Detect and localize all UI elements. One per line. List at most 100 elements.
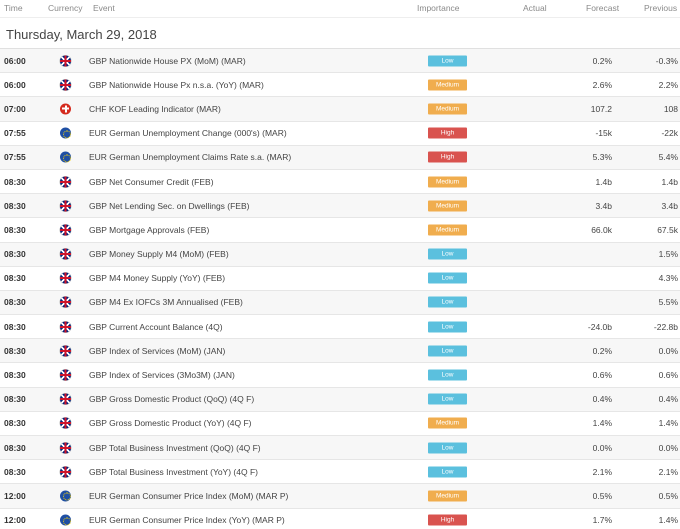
event-time: 08:30 [4,249,26,260]
column-header-time[interactable]: Time [4,3,23,13]
event-name[interactable]: EUR German Consumer Price Index (YoY) (M… [89,515,285,526]
table-row[interactable]: 08:30 GBP Gross Domestic Product (QoQ) (4… [0,387,680,412]
event-time: 12:00 [4,515,26,526]
event-time: 06:00 [4,55,26,66]
gbp-flag-icon [60,176,71,188]
importance-badge: Low [428,321,467,333]
event-time: 08:30 [4,345,26,356]
table-row[interactable]: 08:30 GBP Net Lending Sec. on Dwellings (… [0,194,680,219]
importance-badge: Medium [428,490,467,502]
event-name[interactable]: GBP Net Lending Sec. on Dwellings (FEB) [89,200,250,211]
event-name[interactable]: EUR German Consumer Price Index (MoM) (M… [89,490,289,501]
importance-badge: Low [428,272,467,284]
importance-badge: Low [428,393,467,405]
event-name[interactable]: GBP M4 Money Supply (YoY) (FEB) [89,273,226,284]
previous-value: 1.5% [658,249,678,260]
importance-badge: Low [428,345,467,357]
event-name[interactable]: GBP Mortgage Approvals (FEB) [89,224,210,235]
forecast-value: -24.0b [587,321,612,332]
event-time: 08:30 [4,224,26,235]
importance-badge: Low [428,369,467,381]
importance-badge: Medium [428,224,467,236]
table-row[interactable]: 08:30 GBP M4 Money Supply (YoY) (FEB) Low 4… [0,267,680,291]
table-row[interactable]: 06:00 GBP Nationwide House Px n.s.a. (YoY… [0,73,680,98]
forecast-value: 0.6% [592,370,612,381]
event-name[interactable]: GBP Nationwide House Px n.s.a. (YoY) (MA… [89,79,264,90]
gbp-flag-icon [60,442,71,454]
gbp-flag-icon [60,466,71,478]
event-name[interactable]: GBP Money Supply M4 (MoM) (FEB) [89,249,229,260]
importance-badge: Medium [428,417,467,429]
table-row[interactable]: 07:00 CHF KOF Leading Indicator (MAR) Medi… [0,97,680,122]
event-name[interactable]: GBP Gross Domestic Product (YoY) (4Q F) [89,418,252,429]
events-table: 06:00 GBP Nationwide House PX (MoM) (MAR)… [0,49,680,529]
column-header-previous[interactable]: Previous [644,3,678,13]
forecast-value: 107.2 [590,103,612,114]
event-name[interactable]: GBP Index of Services (MoM) (JAN) [89,345,226,356]
forecast-value: 66.0k [591,224,612,235]
event-name[interactable]: CHF KOF Leading Indicator (MAR) [89,103,221,114]
forecast-value: -15k [595,128,612,139]
event-time: 06:00 [4,79,26,90]
table-row[interactable]: 08:30 GBP Mortgage Approvals (FEB) Medium 6… [0,218,680,243]
forecast-value: 3.4b [595,200,612,211]
event-name[interactable]: GBP Nationwide House PX (MoM) (MAR) [89,55,246,66]
importance-badge: High [428,151,467,163]
previous-value: 0.4% [658,394,678,405]
importance-badge: Low [428,248,467,260]
column-header-forecast[interactable]: Forecast [586,3,620,13]
event-name[interactable]: GBP Total Business Investment (QoQ) (4Q … [89,442,261,453]
table-row[interactable]: 12:00 EUR German Consumer Price Index (Yo… [0,509,680,529]
table-row[interactable]: 08:30 GBP Gross Domestic Product (YoY) (4… [0,412,680,436]
column-header-event[interactable]: Event [93,3,115,13]
forecast-value: 0.4% [592,394,612,405]
event-name[interactable]: GBP M4 Ex IOFCs 3M Annualised (FEB) [89,297,243,308]
importance-badge: High [428,514,467,526]
previous-value: 0.6% [658,370,678,381]
table-row[interactable]: 07:55 EUR German Unemployment Claims Rate… [0,145,680,170]
forecast-value: 1.4b [595,176,612,187]
date-heading: Thursday, March 29, 2018 [6,27,157,42]
gbp-flag-icon [60,417,71,429]
table-row[interactable]: 08:30 GBP Index of Services (3Mo3M) (JAN)… [0,363,680,388]
table-row[interactable]: 08:30 GBP Total Business Investment (QoQ)… [0,436,680,461]
column-header-importance[interactable]: Importance [417,3,460,13]
table-row[interactable]: 12:00 EUR German Consumer Price Index (Mo… [0,484,680,509]
forecast-value: 2.6% [592,79,612,90]
previous-value: 108 [663,103,678,114]
column-header-currency[interactable]: Currency [48,3,83,13]
event-time: 07:00 [4,103,26,114]
importance-badge: Medium [428,103,467,115]
previous-value: 1.4% [658,418,678,429]
event-name[interactable]: GBP Net Consumer Credit (FEB) [89,176,214,187]
table-row[interactable]: 08:30 GBP Current Account Balance (4Q) Low… [0,315,680,340]
previous-value: 2.2% [658,79,678,90]
table-row[interactable]: 07:55 EUR German Unemployment Change (000… [0,122,680,146]
previous-value: 0.0% [658,345,678,356]
event-name[interactable]: GBP Index of Services (3Mo3M) (JAN) [89,370,235,381]
event-time: 08:30 [4,321,26,332]
table-row[interactable]: 08:30 GBP M4 Ex IOFCs 3M Annualised (FEB)… [0,290,680,316]
event-name[interactable]: GBP Total Business Investment (YoY) (4Q … [89,466,258,477]
forecast-value: 1.7% [592,515,612,526]
table-row[interactable]: 08:30 GBP Index of Services (MoM) (JAN) Lo… [0,339,680,364]
event-name[interactable]: EUR German Unemployment Change (000's) (… [89,128,287,139]
table-row[interactable]: 08:30 GBP Net Consumer Credit (FEB) Medium… [0,170,680,195]
table-row[interactable]: 06:00 GBP Nationwide House PX (MoM) (MAR)… [0,49,680,74]
event-time: 08:30 [4,370,26,381]
event-time: 07:55 [4,128,26,139]
event-time: 08:30 [4,394,26,405]
table-header: Time Currency Event Importance Actual Fo… [0,0,680,18]
gbp-flag-icon [60,393,71,405]
event-time: 08:30 [4,176,26,187]
forecast-value: 0.0% [592,442,612,453]
table-row[interactable]: 08:30 GBP Money Supply M4 (MoM) (FEB) Low 1… [0,242,680,267]
table-row[interactable]: 08:30 GBP Total Business Investment (YoY)… [0,460,680,485]
eur-flag-icon [60,151,71,163]
previous-value: 5.5% [658,297,678,308]
column-header-actual[interactable]: Actual [523,3,547,13]
event-name[interactable]: GBP Gross Domestic Product (QoQ) (4Q F) [89,394,255,405]
event-name[interactable]: EUR German Unemployment Claims Rate s.a.… [89,152,292,163]
event-name[interactable]: GBP Current Account Balance (4Q) [89,321,223,332]
eur-flag-icon [60,514,71,526]
